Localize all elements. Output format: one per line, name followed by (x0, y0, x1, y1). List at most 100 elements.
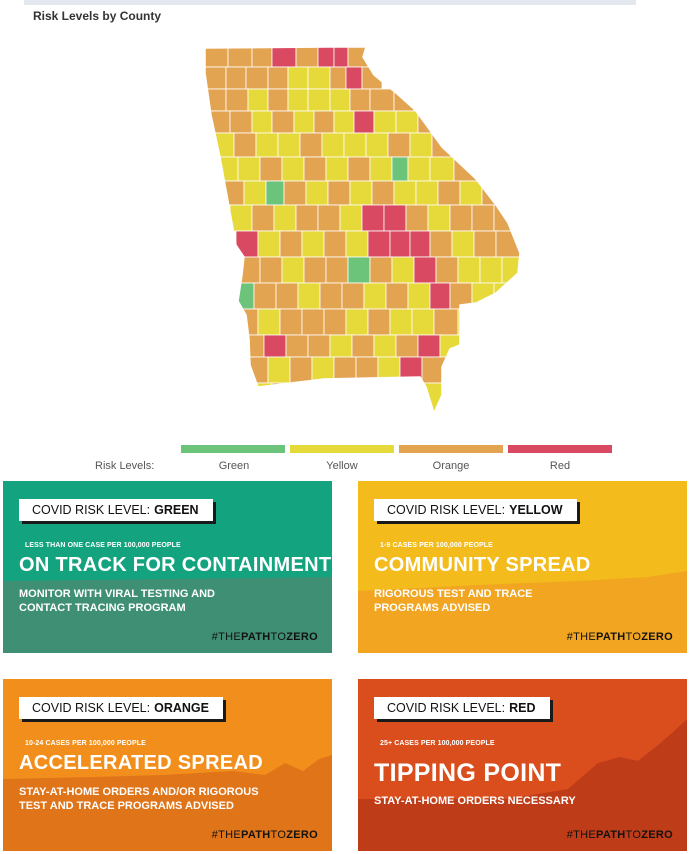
county[interactable] (457, 308, 481, 336)
county[interactable] (301, 230, 325, 258)
county[interactable] (279, 308, 303, 336)
county[interactable] (367, 308, 391, 336)
county[interactable] (271, 382, 297, 417)
county[interactable] (323, 308, 347, 336)
county[interactable] (369, 256, 393, 284)
county[interactable] (417, 110, 439, 134)
county[interactable] (329, 88, 351, 112)
county[interactable] (299, 132, 323, 158)
county[interactable] (307, 66, 331, 90)
county[interactable] (273, 204, 297, 232)
county[interactable] (367, 382, 393, 417)
county[interactable] (429, 156, 455, 182)
county[interactable] (271, 110, 295, 134)
county[interactable] (287, 66, 309, 90)
county[interactable] (461, 334, 485, 358)
county[interactable] (395, 334, 419, 358)
county[interactable] (399, 356, 423, 384)
county[interactable] (347, 256, 371, 284)
county[interactable] (297, 282, 321, 310)
county[interactable] (253, 282, 277, 310)
county[interactable] (417, 334, 441, 358)
county[interactable] (409, 132, 433, 158)
county[interactable] (343, 382, 369, 417)
county[interactable] (367, 230, 391, 258)
county[interactable] (391, 156, 409, 182)
county[interactable] (257, 230, 281, 258)
county[interactable] (427, 204, 451, 232)
county[interactable] (405, 204, 429, 232)
county[interactable] (267, 356, 291, 384)
county[interactable] (229, 110, 253, 134)
county[interactable] (391, 382, 417, 417)
county[interactable] (317, 204, 341, 232)
county[interactable] (383, 204, 407, 232)
county[interactable] (247, 88, 269, 112)
county[interactable] (389, 308, 413, 336)
county[interactable] (457, 256, 481, 284)
county[interactable] (301, 308, 325, 336)
county[interactable] (493, 282, 517, 310)
county[interactable] (233, 282, 255, 310)
county[interactable] (313, 110, 335, 134)
county[interactable] (319, 382, 345, 417)
county[interactable] (267, 66, 289, 90)
county[interactable] (395, 110, 419, 134)
county[interactable] (407, 282, 431, 310)
county[interactable] (227, 47, 253, 68)
county[interactable] (345, 66, 363, 90)
county[interactable] (225, 88, 249, 112)
county[interactable] (347, 156, 371, 182)
county[interactable] (245, 66, 269, 90)
county[interactable] (267, 88, 289, 112)
county[interactable] (495, 230, 522, 258)
county[interactable] (235, 230, 259, 258)
county[interactable] (411, 308, 435, 336)
county[interactable] (341, 282, 365, 310)
county[interactable] (271, 47, 297, 68)
county[interactable] (365, 132, 389, 158)
county[interactable] (275, 282, 299, 310)
county[interactable] (307, 88, 331, 112)
county[interactable] (243, 180, 267, 206)
county[interactable] (415, 180, 439, 206)
county[interactable] (433, 308, 459, 336)
county[interactable] (407, 156, 431, 182)
county[interactable] (355, 356, 379, 384)
county[interactable] (295, 47, 319, 68)
county[interactable] (409, 230, 431, 258)
county[interactable] (445, 356, 467, 384)
county[interactable] (329, 66, 347, 90)
county[interactable] (387, 132, 411, 158)
county[interactable] (471, 204, 495, 232)
county[interactable] (429, 282, 451, 310)
county[interactable] (479, 256, 503, 284)
county[interactable] (259, 256, 283, 284)
county[interactable] (283, 180, 307, 206)
county[interactable] (389, 230, 411, 258)
county[interactable] (303, 156, 327, 182)
county[interactable] (325, 256, 349, 284)
county[interactable] (329, 334, 353, 358)
county[interactable] (339, 204, 363, 232)
county[interactable] (349, 180, 373, 206)
county[interactable] (225, 66, 247, 90)
county[interactable] (255, 132, 279, 158)
county[interactable] (473, 230, 497, 258)
county[interactable] (351, 334, 375, 358)
county[interactable] (237, 156, 261, 182)
county[interactable] (293, 110, 315, 134)
county[interactable] (327, 180, 351, 206)
county[interactable] (277, 132, 301, 158)
county[interactable] (259, 156, 283, 182)
county[interactable] (265, 180, 285, 206)
county[interactable] (333, 110, 355, 134)
county[interactable] (385, 282, 409, 310)
county[interactable] (295, 204, 319, 232)
county[interactable] (451, 230, 475, 258)
county[interactable] (317, 47, 335, 68)
county[interactable] (429, 230, 453, 258)
county[interactable] (373, 110, 397, 134)
county[interactable] (377, 356, 401, 384)
county[interactable] (305, 180, 329, 206)
